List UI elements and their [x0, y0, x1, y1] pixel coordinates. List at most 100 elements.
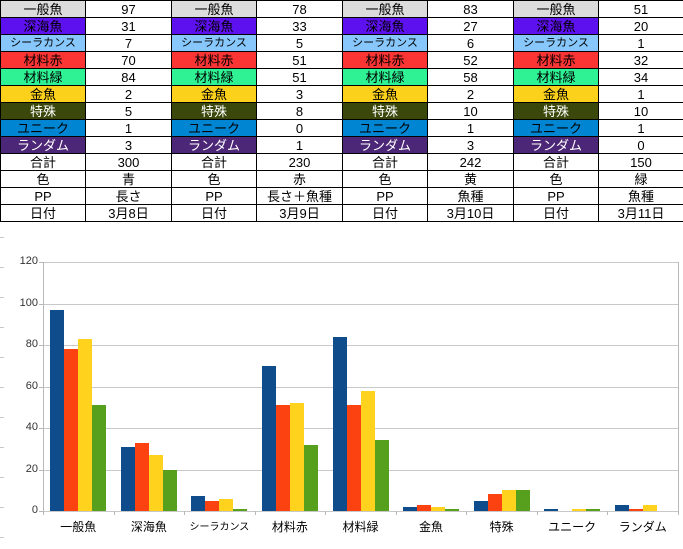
cell-value-category[interactable]: 27 — [427, 17, 514, 35]
cell-label-summary[interactable]: 合計 — [342, 153, 428, 171]
cell-value-summary[interactable]: 242 — [427, 153, 514, 171]
cell-label-category[interactable]: シーラカンス — [171, 34, 257, 52]
cell-value-summary[interactable]: 150 — [598, 153, 683, 171]
cell-label-category[interactable]: 特殊 — [171, 102, 257, 120]
cell-value-category[interactable]: 34 — [598, 68, 683, 86]
bar-chart[interactable]: 0 20 40 60 80 100 120 一般魚 深海魚 シーラカンス 材料赤 材料緑 金魚 特殊 ユニー… — [0, 222, 683, 549]
cell-value-category[interactable]: 1 — [256, 136, 343, 154]
cell-value-summary[interactable]: 3月9日 — [256, 204, 343, 222]
cell-label-category[interactable]: 金魚 — [171, 85, 257, 103]
cell-value-category[interactable]: 3 — [256, 85, 343, 103]
cell-label-category[interactable]: シーラカンス — [0, 34, 86, 52]
cell-value-category[interactable]: 8 — [256, 102, 343, 120]
cell-value-summary[interactable]: 赤 — [256, 170, 343, 188]
cell-label-category[interactable]: 一般魚 — [342, 0, 428, 18]
cell-label-summary[interactable]: 日付 — [171, 204, 257, 222]
cell-label-summary[interactable]: 色 — [342, 170, 428, 188]
cell-label-summary[interactable]: 合計 — [0, 153, 86, 171]
cell-label-category[interactable]: ランダム — [513, 136, 599, 154]
cell-value-category[interactable]: 78 — [256, 0, 343, 18]
cell-label-summary[interactable]: 色 — [171, 170, 257, 188]
cell-value-category[interactable]: 2 — [85, 85, 172, 103]
cell-value-category[interactable]: 20 — [598, 17, 683, 35]
cell-label-category[interactable]: ユニーク — [0, 119, 86, 137]
cell-value-summary[interactable]: 3月11日 — [598, 204, 683, 222]
cell-value-category[interactable]: 51 — [256, 68, 343, 86]
cell-value-category[interactable]: 84 — [85, 68, 172, 86]
cell-label-category[interactable]: 材料赤 — [342, 51, 428, 69]
cell-label-summary[interactable]: 日付 — [513, 204, 599, 222]
cell-label-category[interactable]: 深海魚 — [342, 17, 428, 35]
cell-value-summary[interactable]: 230 — [256, 153, 343, 171]
cell-label-category[interactable]: 深海魚 — [171, 17, 257, 35]
cell-label-category[interactable]: 材料緑 — [171, 68, 257, 86]
cell-value-category[interactable]: 52 — [427, 51, 514, 69]
cell-value-category[interactable]: 2 — [427, 85, 514, 103]
cell-value-category[interactable]: 10 — [427, 102, 514, 120]
cell-label-category[interactable]: 一般魚 — [513, 0, 599, 18]
cell-value-summary[interactable]: 3月10日 — [427, 204, 514, 222]
cell-label-category[interactable]: ランダム — [171, 136, 257, 154]
cell-value-category[interactable]: 51 — [598, 0, 683, 18]
cell-label-summary[interactable]: PP — [513, 187, 599, 205]
cell-label-category[interactable]: 金魚 — [0, 85, 86, 103]
cell-value-category[interactable]: 1 — [85, 119, 172, 137]
cell-label-category[interactable]: 材料緑 — [513, 68, 599, 86]
cell-value-summary[interactable]: 魚種 — [427, 187, 514, 205]
cell-value-summary[interactable]: 魚種 — [598, 187, 683, 205]
cell-label-category[interactable]: シーラカンス — [513, 34, 599, 52]
cell-label-summary[interactable]: 色 — [513, 170, 599, 188]
cell-value-category[interactable]: 1 — [427, 119, 514, 137]
cell-value-summary[interactable]: 3月8日 — [85, 204, 172, 222]
cell-label-category[interactable]: 特殊 — [0, 102, 86, 120]
cell-label-category[interactable]: 深海魚 — [513, 17, 599, 35]
cell-value-summary[interactable]: 長さ＋魚種 — [256, 187, 343, 205]
cell-value-category[interactable]: 10 — [598, 102, 683, 120]
cell-label-category[interactable]: 一般魚 — [171, 0, 257, 18]
cell-value-category[interactable]: 83 — [427, 0, 514, 18]
cell-value-summary[interactable]: 黄 — [427, 170, 514, 188]
cell-value-summary[interactable]: 緑 — [598, 170, 683, 188]
cell-label-summary[interactable]: PP — [342, 187, 428, 205]
cell-value-category[interactable]: 58 — [427, 68, 514, 86]
cell-label-category[interactable]: 特殊 — [342, 102, 428, 120]
cell-label-summary[interactable]: 日付 — [342, 204, 428, 222]
cell-value-category[interactable]: 0 — [598, 136, 683, 154]
cell-label-category[interactable]: ユニーク — [513, 119, 599, 137]
cell-label-category[interactable]: ランダム — [342, 136, 428, 154]
cell-label-category[interactable]: 材料赤 — [513, 51, 599, 69]
cell-label-category[interactable]: ユニーク — [342, 119, 428, 137]
cell-label-category[interactable]: 金魚 — [342, 85, 428, 103]
cell-label-summary[interactable]: PP — [171, 187, 257, 205]
cell-value-category[interactable]: 97 — [85, 0, 172, 18]
cell-value-category[interactable]: 6 — [427, 34, 514, 52]
cell-label-summary[interactable]: 合計 — [513, 153, 599, 171]
cell-value-category[interactable]: 51 — [256, 51, 343, 69]
cell-value-summary[interactable]: 長さ — [85, 187, 172, 205]
cell-value-category[interactable]: 7 — [85, 34, 172, 52]
cell-label-category[interactable]: 材料赤 — [171, 51, 257, 69]
cell-value-category[interactable]: 1 — [598, 85, 683, 103]
cell-value-summary[interactable]: 300 — [85, 153, 172, 171]
cell-value-category[interactable]: 3 — [85, 136, 172, 154]
cell-label-category[interactable]: 材料赤 — [0, 51, 86, 69]
cell-value-category[interactable]: 31 — [85, 17, 172, 35]
cell-label-category[interactable]: 深海魚 — [0, 17, 86, 35]
cell-value-category[interactable]: 1 — [598, 34, 683, 52]
cell-label-category[interactable]: 材料緑 — [342, 68, 428, 86]
cell-label-summary[interactable]: 日付 — [0, 204, 86, 222]
cell-value-category[interactable]: 32 — [598, 51, 683, 69]
cell-label-category[interactable]: ユニーク — [171, 119, 257, 137]
cell-label-category[interactable]: 材料緑 — [0, 68, 86, 86]
cell-value-category[interactable]: 3 — [427, 136, 514, 154]
cell-label-summary[interactable]: 合計 — [171, 153, 257, 171]
cell-value-summary[interactable]: 青 — [85, 170, 172, 188]
cell-label-category[interactable]: ランダム — [0, 136, 86, 154]
cell-label-category[interactable]: シーラカンス — [342, 34, 428, 52]
cell-value-category[interactable]: 70 — [85, 51, 172, 69]
cell-value-category[interactable]: 5 — [85, 102, 172, 120]
cell-label-category[interactable]: 一般魚 — [0, 0, 86, 18]
cell-value-category[interactable]: 1 — [598, 119, 683, 137]
cell-label-summary[interactable]: 色 — [0, 170, 86, 188]
cell-value-category[interactable]: 0 — [256, 119, 343, 137]
